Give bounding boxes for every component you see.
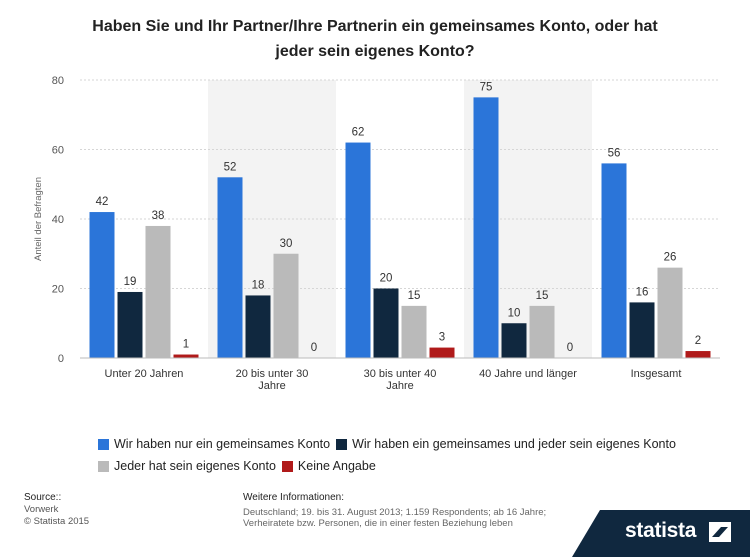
legend-label-series-3: Jeder hat sein eigenes Konto xyxy=(114,459,276,473)
bar xyxy=(501,323,527,358)
x-tick-label: 30 bis unter 40 xyxy=(364,368,437,380)
bar-value-label: 26 xyxy=(664,252,677,264)
bar-value-label: 19 xyxy=(124,276,137,288)
legend-row-2: Jeder hat sein eigenes Konto Keine Angab… xyxy=(98,455,698,477)
bar xyxy=(117,291,143,358)
x-tick-label: Jahre xyxy=(386,380,414,392)
legend-item-series-3[interactable]: Jeder hat sein eigenes Konto xyxy=(98,459,276,473)
y-axis-label: Anteil der Befragten xyxy=(33,177,44,261)
y-tick-label: 20 xyxy=(52,284,64,296)
bar xyxy=(529,305,555,358)
legend-swatch-series-3 xyxy=(98,460,109,472)
bar-value-label: 15 xyxy=(536,290,549,302)
bar xyxy=(401,305,427,358)
bar-value-label: 20 xyxy=(380,273,393,285)
y-tick-label: 60 xyxy=(52,145,64,157)
bar-value-label: 42 xyxy=(96,196,109,208)
bar xyxy=(273,253,299,358)
x-tick-label: 20 bis unter 30 xyxy=(236,368,309,380)
bar xyxy=(685,351,711,358)
bar-value-label: 18 xyxy=(252,279,265,291)
bar xyxy=(89,212,115,358)
brand-name[interactable]: statista xyxy=(625,519,697,542)
bar-value-label: 10 xyxy=(508,307,521,319)
legend-swatch-series-4 xyxy=(281,460,293,472)
bar-value-label: 52 xyxy=(224,161,237,173)
brand-wedge xyxy=(572,510,600,557)
legend-row-1: Wir haben nur ein gemeinsames Konto Wir … xyxy=(98,433,698,455)
legend-item-series-2[interactable]: Wir haben ein gemeinsames und jeder sein… xyxy=(336,437,676,451)
legend-swatch-series-2 xyxy=(336,438,348,450)
bar xyxy=(245,295,271,358)
bar-value-label: 0 xyxy=(311,342,317,354)
x-tick-label: 40 Jahre und länger xyxy=(479,368,577,380)
bar xyxy=(217,177,243,358)
legend-swatch-series-1 xyxy=(98,438,109,450)
bar xyxy=(145,225,171,358)
bar-value-label: 30 xyxy=(280,238,293,250)
y-tick-label: 40 xyxy=(52,214,64,226)
bar-value-label: 2 xyxy=(695,335,701,347)
legend-label-series-4: Keine Angabe xyxy=(297,459,376,473)
bar-value-label: 62 xyxy=(352,127,365,139)
info-block: Weitere Informationen: Deutschland; 19. … xyxy=(243,492,573,530)
x-tick-label: Insgesamt xyxy=(631,368,682,380)
legend-item-series-4[interactable]: Keine Angabe xyxy=(281,459,376,473)
statista-logo-icon xyxy=(709,522,731,542)
x-tick-label: Jahre xyxy=(258,380,286,392)
copyright-text: © Statista 2015 xyxy=(24,516,90,527)
bar-value-label: 15 xyxy=(408,290,421,302)
y-tick-label: 0 xyxy=(58,353,64,365)
chart-title-line-2: jeder sein eigenes Konto? xyxy=(275,43,475,60)
chart-title: Haben Sie und Ihr Partner/Ihre Partnerin… xyxy=(20,14,730,64)
bar xyxy=(601,163,627,358)
bar-value-label: 75 xyxy=(480,81,493,93)
source-label: Source:: xyxy=(24,492,62,503)
source-name: Vorwerk xyxy=(24,504,59,515)
bar-value-label: 56 xyxy=(608,147,621,159)
bar-value-label: 0 xyxy=(567,342,573,354)
legend-item-series-1[interactable]: Wir haben nur ein gemeinsames Konto xyxy=(98,437,330,451)
bar-value-label: 3 xyxy=(439,332,445,344)
info-line-1: Deutschland; 19. bis 31. August 2013; 1.… xyxy=(243,506,547,518)
bar-value-label: 38 xyxy=(152,210,165,222)
bar xyxy=(657,267,683,358)
bar xyxy=(629,302,655,358)
source-block: Source:: Vorwerk © Statista 2015 xyxy=(24,492,89,528)
bar xyxy=(345,142,371,358)
bar xyxy=(173,354,199,358)
bar xyxy=(373,288,399,358)
bar-value-label: 1 xyxy=(183,339,189,351)
bar xyxy=(473,97,499,358)
x-tick-label: Unter 20 Jahren xyxy=(105,368,184,380)
y-tick-label: 80 xyxy=(52,75,64,87)
bar-value-label: 16 xyxy=(636,286,649,298)
info-line-2: Verheiratete bzw. Personen, die in einer… xyxy=(243,518,513,529)
chart-title-line-1: Haben Sie und Ihr Partner/Ihre Partnerin… xyxy=(92,18,658,35)
bar xyxy=(429,347,455,358)
legend-label-series-2: Wir haben ein gemeinsames und jeder sein… xyxy=(352,437,676,451)
legend-label-series-1: Wir haben nur ein gemeinsames Konto xyxy=(114,437,331,451)
info-label: Weitere Informationen: xyxy=(243,492,344,503)
chart-legend: Wir haben nur ein gemeinsames Konto Wir … xyxy=(98,433,698,477)
